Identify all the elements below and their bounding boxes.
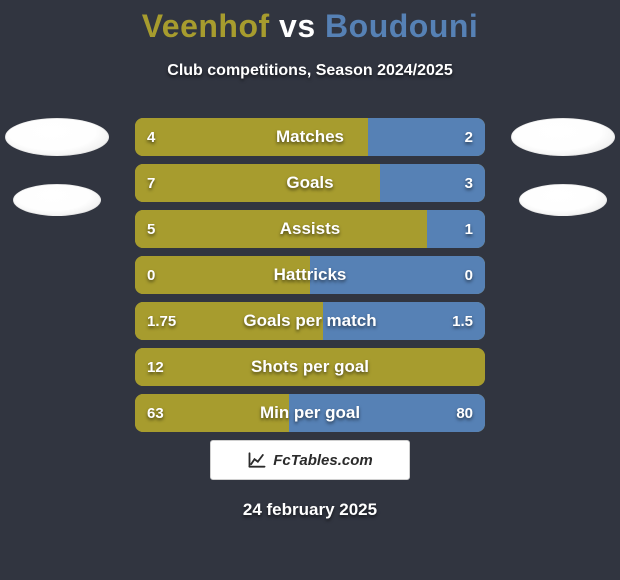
- avatar-column-left: [2, 118, 112, 216]
- stat-value-right: 0: [453, 256, 485, 294]
- stat-value-right: 1.5: [440, 302, 485, 340]
- brand-text: FcTables.com: [273, 452, 372, 469]
- stat-value-left: 12: [135, 348, 176, 386]
- chart-icon: [247, 450, 267, 470]
- stat-value-left: 63: [135, 394, 176, 432]
- stat-value-right: 1: [453, 210, 485, 248]
- stat-value-left: 5: [135, 210, 167, 248]
- player2-avatar-placeholder: [511, 118, 615, 156]
- stat-value-left: 1.75: [135, 302, 188, 340]
- stat-value-left: 0: [135, 256, 167, 294]
- stat-row: 73Goals: [135, 164, 485, 202]
- player1-team-placeholder: [13, 184, 101, 216]
- stat-value-right: [461, 348, 485, 386]
- stat-row: 42Matches: [135, 118, 485, 156]
- title-player1: Veenhof: [142, 8, 270, 44]
- footer-date: 24 february 2025: [0, 500, 620, 520]
- stat-value-left: 7: [135, 164, 167, 202]
- stat-bar-left: [135, 118, 368, 156]
- subtitle: Club competitions, Season 2024/2025: [0, 62, 620, 80]
- player2-team-placeholder: [519, 184, 607, 216]
- stat-bar-left: [135, 164, 380, 202]
- page-title: Veenhof vs Boudouni: [0, 8, 620, 45]
- stat-row: 6380Min per goal: [135, 394, 485, 432]
- title-player2: Boudouni: [325, 8, 478, 44]
- stat-bar-left: [135, 210, 427, 248]
- stat-row: 1.751.5Goals per match: [135, 302, 485, 340]
- avatar-column-right: [508, 118, 618, 216]
- comparison-canvas: Veenhof vs Boudouni Club competitions, S…: [0, 0, 620, 580]
- stat-row: 00Hattricks: [135, 256, 485, 294]
- stat-bar-left: [135, 348, 485, 386]
- brand-badge: FcTables.com: [210, 440, 410, 480]
- stats-bars: 42Matches73Goals51Assists00Hattricks1.75…: [135, 118, 485, 432]
- stat-row: 12Shots per goal: [135, 348, 485, 386]
- stat-value-right: 2: [453, 118, 485, 156]
- player1-avatar-placeholder: [5, 118, 109, 156]
- stat-value-left: 4: [135, 118, 167, 156]
- stat-value-right: 3: [453, 164, 485, 202]
- stat-value-right: 80: [444, 394, 485, 432]
- title-vs: vs: [279, 8, 316, 44]
- stat-row: 51Assists: [135, 210, 485, 248]
